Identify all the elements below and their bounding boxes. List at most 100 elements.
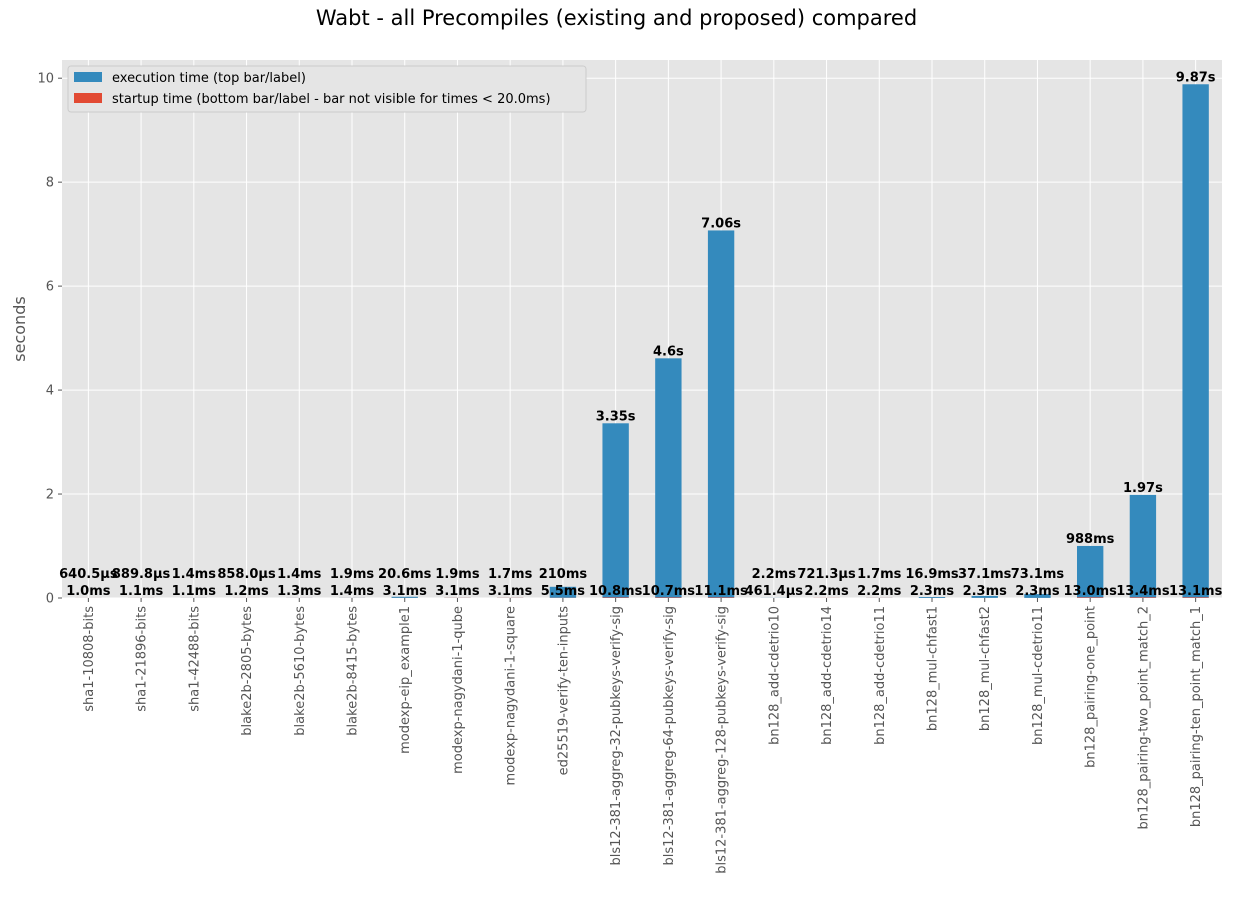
- startup-value-label: 1.1ms: [119, 584, 164, 599]
- legend: execution time (top bar/label) startup t…: [67, 65, 587, 113]
- legend-box: [67, 65, 587, 113]
- execution-value-label: 16.9ms: [905, 567, 959, 582]
- startup-value-label: 13.1ms: [1169, 584, 1223, 599]
- execution-value-label: 1.7ms: [488, 567, 533, 582]
- execution-value-label: 7.06s: [701, 216, 741, 231]
- execution-value-label: 988ms: [1066, 532, 1115, 547]
- startup-bar: [1182, 597, 1209, 598]
- execution-bar: [707, 230, 735, 598]
- x-axis: sha1-10808-bits sha1-21896-bits sha1-42488…: [82, 598, 1204, 874]
- execution-bar: [602, 423, 629, 598]
- startup-value-label: 10.8ms: [589, 584, 643, 599]
- startup-value-label: 461.4µs: [745, 584, 804, 599]
- execution-value-label: 889.8µs: [112, 567, 171, 582]
- legend-label-execution: execution time (top bar/label): [112, 71, 306, 86]
- x-tick-label: bn128_add-cdetrio10: [767, 606, 782, 745]
- execution-value-label: 1.97s: [1123, 481, 1163, 496]
- execution-bar: [1024, 594, 1051, 598]
- execution-bar: [549, 586, 577, 598]
- y-axis: 0 2 4 6 8 10: [37, 72, 62, 607]
- startup-value-label: 2.3ms: [910, 584, 955, 599]
- y-tick-label: 0: [46, 592, 54, 607]
- execution-value-label: 1.9ms: [435, 567, 480, 582]
- execution-bar: [971, 595, 998, 598]
- execution-value-label: 73.1ms: [1011, 567, 1065, 582]
- execution-value-label: 1.7ms: [857, 567, 902, 582]
- execution-value-label: 210ms: [539, 567, 588, 582]
- y-tick-label: 2: [46, 488, 54, 503]
- grid-lines: [62, 60, 1222, 599]
- startup-value-label: 3.1ms: [488, 584, 533, 599]
- execution-value-label: 1.4ms: [277, 567, 322, 582]
- startup-value-label: 1.4ms: [330, 584, 375, 599]
- x-tick-label: sha1-42488-bits: [187, 606, 202, 712]
- x-tick-label: sha1-21896-bits: [135, 606, 150, 712]
- legend-label-startup: startup time (bottom bar/label - bar not…: [112, 92, 551, 107]
- execution-value-label: 721.3µs: [797, 567, 856, 582]
- execution-bar: [655, 358, 682, 598]
- startup-value-label: 3.1ms: [383, 584, 428, 599]
- x-tick-label: bls12-381-aggreg-32-pubkeys-verify-sig: [609, 606, 624, 865]
- x-tick-label: modexp-nagydani-1-square: [504, 606, 519, 785]
- execution-bar: [1077, 545, 1104, 598]
- startup-value-label: 5.5ms: [541, 584, 586, 599]
- x-tick-label: blake2b-5610-bytes: [293, 606, 308, 736]
- execution-value-label: 2.2ms: [752, 567, 797, 582]
- x-tick-label: bn128_pairing-ten_point_match_1: [1189, 606, 1204, 827]
- x-tick-label: ed25519-verify-ten-inputs: [556, 606, 571, 776]
- startup-value-label: 2.3ms: [963, 584, 1008, 599]
- x-tick-label: bn128_mul-cdetrio11: [1031, 606, 1046, 745]
- y-tick-label: 8: [46, 176, 54, 191]
- x-tick-label: bls12-381-aggreg-128-pubkeys-verify-sig: [715, 606, 730, 874]
- startup-value-label: 2.2ms: [857, 584, 902, 599]
- startup-value-label: 10.7ms: [642, 584, 696, 599]
- execution-bar: [918, 597, 946, 598]
- legend-swatch-startup: [74, 93, 102, 103]
- startup-value-label: 3.1ms: [435, 584, 480, 599]
- x-tick-label: bn128_mul-chfast2: [978, 606, 993, 731]
- x-tick-label: blake2b-8415-bytes: [346, 606, 361, 736]
- chart-title: Wabt - all Precompiles (existing and pro…: [315, 6, 918, 30]
- startup-value-label: 1.3ms: [277, 584, 322, 599]
- startup-value-label: 13.0ms: [1064, 584, 1118, 599]
- x-tick-label: bls12-381-aggreg-64-pubkeys-verify-sig: [662, 606, 677, 865]
- execution-bar: [391, 596, 418, 598]
- plot-area: [62, 60, 1222, 598]
- execution-value-label: 1.4ms: [172, 567, 217, 582]
- x-tick-label: modexp-nagydani-1-qube: [451, 606, 466, 774]
- startup-bar: [1077, 597, 1104, 598]
- x-tick-label: bn128_add-cdetrio11: [873, 606, 888, 745]
- x-tick-label: bn128_mul-chfast1: [926, 606, 941, 731]
- startup-bar: [707, 597, 735, 598]
- execution-bar: [1182, 84, 1209, 598]
- startup-bar: [1129, 597, 1157, 598]
- startup-value-label: 2.3ms: [1015, 584, 1060, 599]
- x-tick-label: sha1-10808-bits: [82, 606, 97, 712]
- execution-value-label: 37.1ms: [958, 567, 1012, 582]
- y-axis-label: seconds: [10, 296, 29, 361]
- startup-bar: [655, 597, 682, 598]
- startup-value-label: 1.1ms: [172, 584, 217, 599]
- execution-value-label: 20.6ms: [378, 567, 432, 582]
- x-tick-label: modexp-eip_example1: [398, 606, 413, 754]
- execution-bar: [1129, 494, 1157, 598]
- startup-value-label: 11.1ms: [694, 584, 748, 599]
- execution-value-label: 858.0µs: [217, 567, 276, 582]
- x-tick-label: bn128_pairing-two_point_match_2: [1136, 606, 1151, 830]
- execution-value-label: 9.87s: [1176, 70, 1216, 85]
- y-tick-label: 6: [46, 280, 54, 295]
- execution-value-label: 1.9ms: [330, 567, 375, 582]
- y-tick-label: 10: [37, 72, 54, 87]
- startup-value-label: 2.2ms: [804, 584, 849, 599]
- legend-swatch-execution: [74, 72, 102, 82]
- startup-value-label: 1.0ms: [66, 584, 111, 599]
- x-tick-label: bn128_pairing-one_point: [1084, 606, 1099, 768]
- x-tick-label: blake2b-2805-bytes: [240, 606, 255, 736]
- startup-value-label: 13.4ms: [1116, 584, 1170, 599]
- y-tick-label: 4: [46, 384, 54, 399]
- startup-value-label: 1.2ms: [224, 584, 269, 599]
- execution-value-label: 4.6s: [653, 344, 684, 359]
- data-labels: 1.0ms640.5µs1.1ms889.8µs1.1ms1.4ms1.2ms8…: [59, 70, 1222, 599]
- startup-bar: [602, 597, 629, 598]
